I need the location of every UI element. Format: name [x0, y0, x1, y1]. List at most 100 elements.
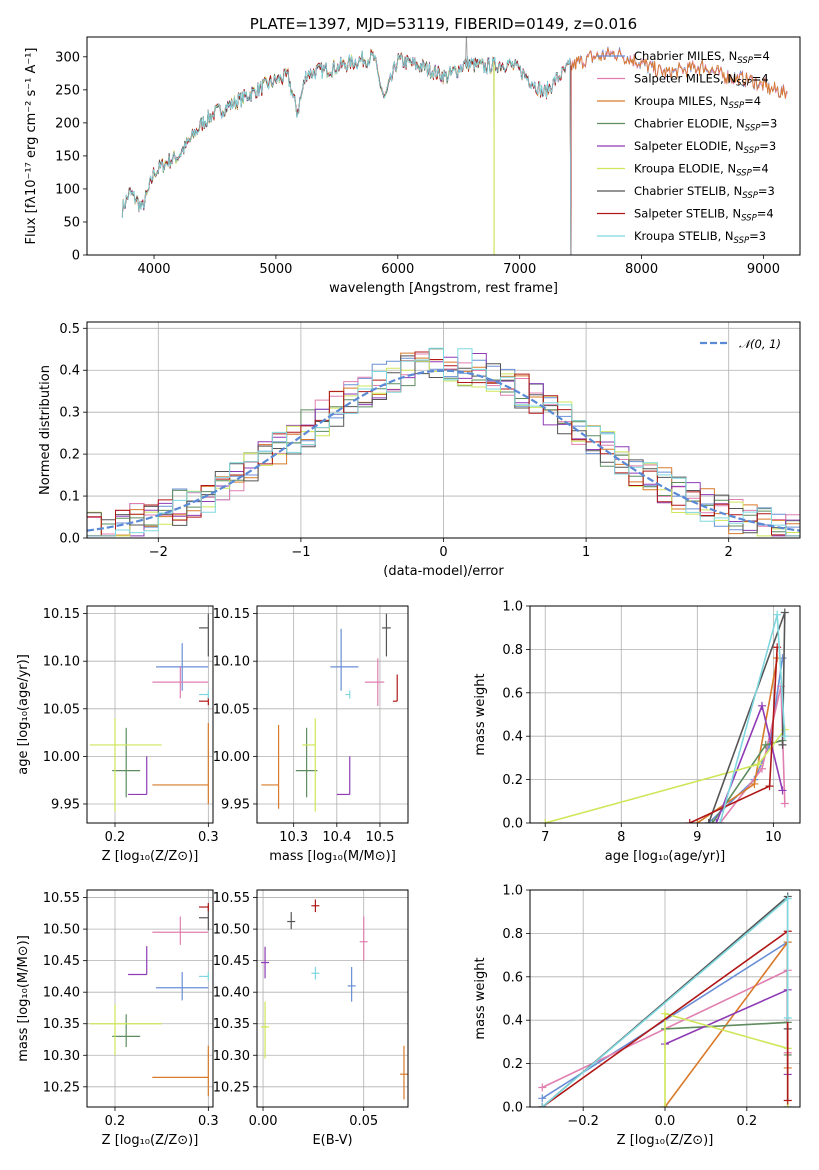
- x-axis-label: E(B-V): [312, 1133, 352, 1148]
- axes-frame: [256, 605, 409, 824]
- weight_vs_age-lines: [541, 608, 789, 823]
- mass_vs_EBV-panel: 0.00 0.05 10.25 10.30 10.35 10.40 10.45 10.50 10…: [213, 889, 409, 1148]
- histogram-series: [87, 347, 800, 537]
- weight-series-line: [696, 657, 778, 823]
- x-tick-label: 4000: [137, 262, 170, 277]
- x-tick-label: −1: [291, 545, 310, 560]
- weight-point-marker: [685, 819, 694, 823]
- y-tick-label: 0.2: [502, 773, 523, 788]
- y-tick-label: 10.05: [213, 702, 250, 717]
- legend-entry: 𝒩(0, 1): [739, 337, 781, 351]
- weight-point-marker: [780, 732, 789, 741]
- axes-frame: [256, 889, 409, 1108]
- mass_vs_Z-points: [89, 903, 209, 1097]
- age_vs_mass-points: [261, 613, 398, 812]
- legend-entry: Kroupa MILES, NSSP=4: [634, 94, 761, 111]
- axes-frame: [86, 605, 214, 824]
- y-axis-label: Normed distribution: [38, 365, 53, 495]
- weight_vs_age-panel: 7 8 9 10 0.0 0.2 0.4 0.6 0.8 1.0 age [log₁₀(age/yr…: [473, 600, 801, 864]
- weight_vs_Z-panel: −0.2 0.0 0.2 0.0 0.2 0.4 0.6 0.8 1.0 Z [log₁₀(Z/Z…: [473, 884, 801, 1148]
- y-tick-label: 10.10: [43, 655, 80, 670]
- weight-point-marker: [761, 740, 770, 749]
- x-tick-label: 0.2: [736, 1114, 757, 1129]
- weight-point-marker: [712, 819, 721, 823]
- weight-point-marker: [704, 819, 713, 823]
- y-tick-label: 10.40: [213, 986, 250, 1001]
- x-tick-label: 0.3: [198, 830, 219, 845]
- weight-point-marker: [757, 701, 766, 710]
- x-tick-label: 9000: [747, 262, 780, 277]
- legend-entry: Chabrier STELIB, NSSP=3: [634, 184, 775, 201]
- y-tick-label: 0.0: [502, 1101, 523, 1116]
- y-tick-label: 0.6: [502, 686, 523, 701]
- x-axis-label: (data-model)/error: [383, 564, 504, 579]
- legend-entry: Chabrier MILES, NSSP=4: [634, 49, 770, 66]
- x-tick-label: 10.3: [279, 830, 308, 845]
- age_vs_Z-points: [89, 613, 209, 812]
- y-tick-label: 10.15: [213, 607, 250, 622]
- legend-entry: Salpeter STELIB, NSSP=4: [634, 207, 774, 224]
- y-tick-label: 0.2: [502, 1057, 523, 1072]
- x-tick-label: 0: [439, 545, 447, 560]
- weight-series-line: [664, 939, 789, 1107]
- weight-series-line: [708, 657, 784, 823]
- y-tick-label: 10.50: [213, 923, 250, 938]
- y-tick-label: 10.45: [213, 954, 250, 969]
- y-tick-label: 10.15: [43, 607, 80, 622]
- y-tick-label: 10.10: [213, 655, 250, 670]
- weight-point-marker: [708, 819, 717, 823]
- weight-point-marker: [538, 1083, 547, 1092]
- x-axis-label: wavelength [Angstrom, rest frame]: [329, 281, 558, 296]
- weight_vs_Z-lines: [538, 892, 792, 1107]
- x-tick-label: −0.2: [567, 1114, 599, 1129]
- y-axis-label: mass weight: [473, 957, 488, 1039]
- weight-series-line: [544, 729, 786, 823]
- y-tick-label: 10.30: [43, 1049, 80, 1064]
- y-tick-label: 0.4: [59, 364, 80, 379]
- x-tick-label: 5000: [259, 262, 292, 277]
- y-tick-label: 0.0: [502, 817, 523, 832]
- mass_vs_EBV-points: [261, 899, 408, 1100]
- spectrum-series-line: [121, 50, 572, 255]
- y-tick-label: 0: [72, 249, 80, 264]
- x-tick-label: 10.5: [365, 830, 394, 845]
- y-tick-label: 1.0: [502, 884, 523, 899]
- y-tick-label: 10.00: [213, 750, 250, 765]
- spectrum-legend: Chabrier MILES, NSSP=4 Salpeter MILES, NS…: [597, 49, 777, 246]
- y-tick-label: 10.25: [43, 1080, 80, 1095]
- spectrum-series-line: [121, 49, 572, 255]
- x-tick-label: 8: [617, 830, 625, 845]
- age_vs_mass-panel: 10.3 10.4 10.5 9.95 10.00 10.05 10.10 10.15 mass…: [213, 605, 409, 864]
- y-tick-label: 9.95: [51, 797, 80, 812]
- legend-entry: Salpeter MILES, NSSP=4: [634, 72, 769, 89]
- x-tick-label: 0.05: [349, 1114, 378, 1129]
- weight-point-marker: [661, 1103, 669, 1107]
- x-tick-label: 9: [693, 830, 701, 845]
- x-tick-label: 7: [541, 830, 549, 845]
- x-tick-label: 0.00: [249, 1114, 278, 1129]
- weight-series-line: [664, 988, 789, 1075]
- y-axis-label: mass weight: [473, 673, 488, 755]
- y-tick-label: 10.35: [43, 1017, 80, 1032]
- x-tick-label: 10.4: [322, 830, 351, 845]
- y-tick-label: 100: [55, 182, 80, 197]
- weight-point-marker: [757, 764, 766, 773]
- y-tick-label: 10.30: [213, 1049, 250, 1064]
- spectrum-panel: 4000 5000 6000 7000 8000 9000 0 50 100 150 200 250 3…: [24, 15, 801, 296]
- y-tick-label: 0.6: [502, 970, 523, 985]
- x-axis-label: age [log₁₀(age/yr)]: [605, 849, 726, 864]
- residual-hist: [87, 347, 800, 537]
- y-tick-label: 10.25: [213, 1080, 250, 1095]
- weight-series-line: [719, 614, 786, 823]
- x-tick-label: 6000: [381, 262, 414, 277]
- x-axis-label: Z [log₁₀(Z/Z⊙)]: [617, 1133, 714, 1148]
- y-tick-label: 0.8: [502, 643, 523, 658]
- weight-point-marker: [538, 1094, 547, 1103]
- x-tick-label: 0.2: [105, 830, 126, 845]
- weight-point-marker: [765, 782, 774, 791]
- y-tick-label: 0.0: [59, 532, 80, 547]
- residuals-panel: −2 −1 0 1 2 0.0 0.1 0.2 0.3 0.4 0.5 (data-model)/er…: [38, 321, 801, 579]
- weight-point-marker: [783, 1096, 792, 1105]
- weight-point-marker: [716, 819, 725, 823]
